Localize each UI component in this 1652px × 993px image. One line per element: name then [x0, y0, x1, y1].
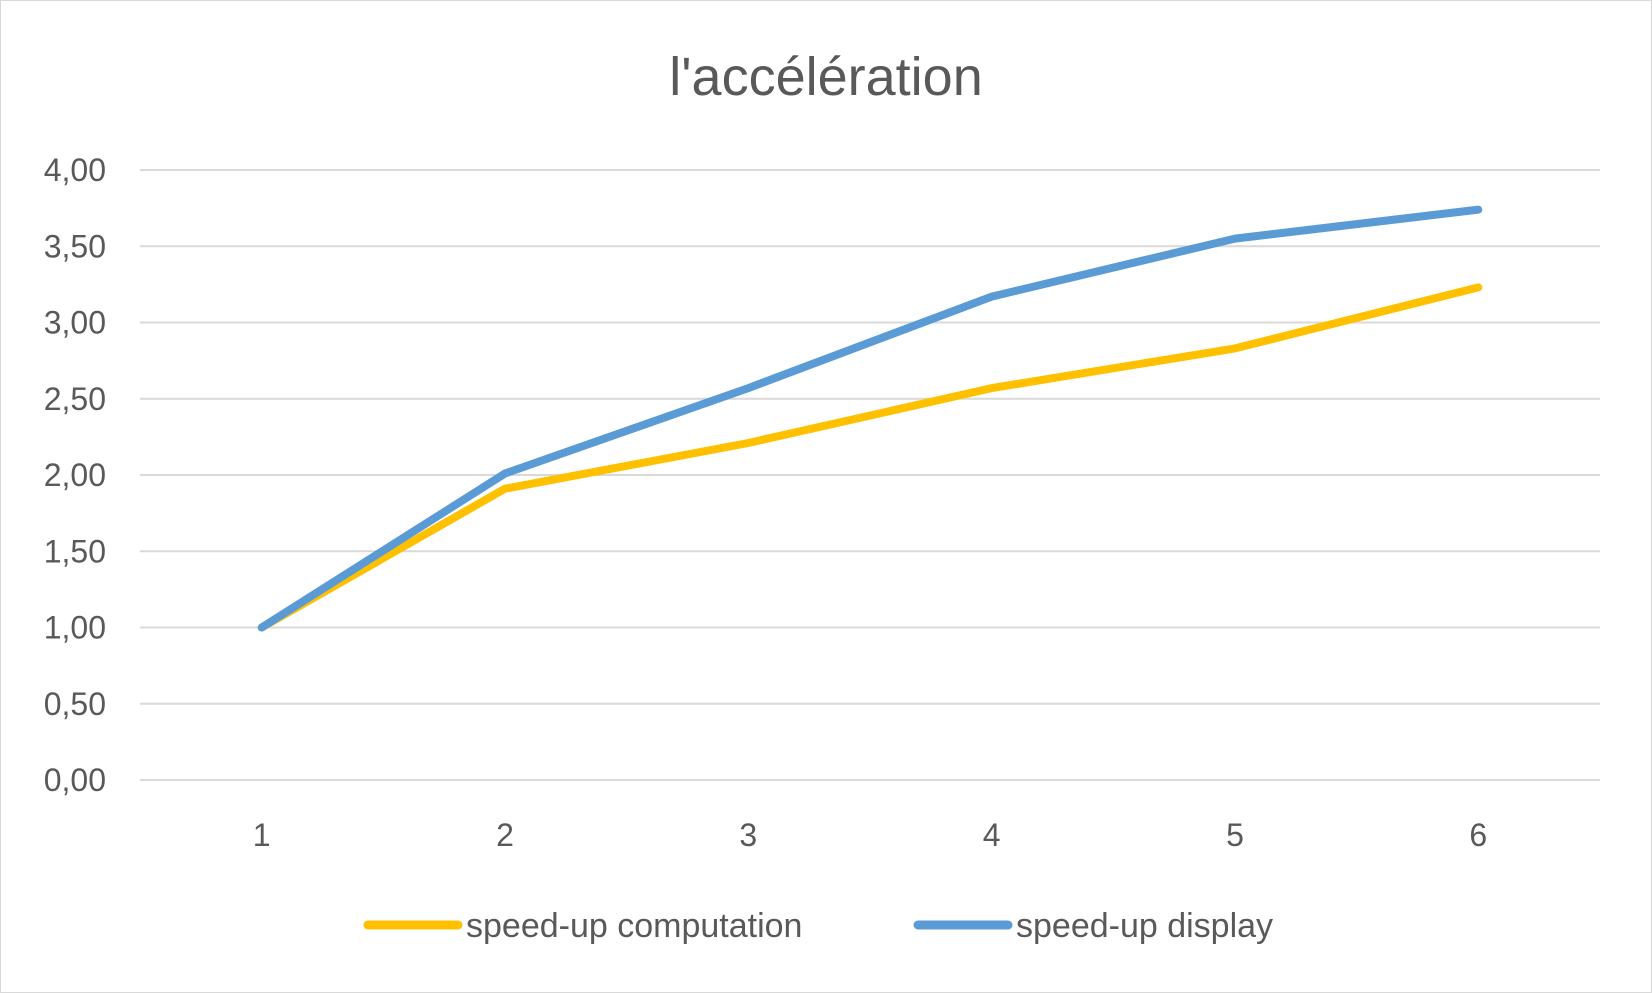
y-tick-label: 0,00 — [44, 762, 106, 798]
x-tick-label: 3 — [739, 817, 757, 853]
x-tick-label: 5 — [1226, 817, 1244, 853]
series-line-1 — [257, 283, 1483, 632]
y-tick-label: 3,50 — [44, 228, 106, 264]
x-axis-tick-labels: 1 2 3 4 5 6 — [253, 817, 1487, 853]
x-tick-label: 2 — [496, 817, 514, 853]
y-tick-label: 2,50 — [44, 381, 106, 417]
y-tick-label: 2,00 — [44, 457, 106, 493]
x-tick-label: 4 — [983, 817, 1001, 853]
legend: speed-up computation speed-up display — [363, 907, 1273, 945]
y-tick-label: 0,50 — [44, 686, 106, 722]
gridlines — [140, 169, 1600, 781]
x-tick-label: 1 — [253, 817, 271, 853]
y-tick-label: 1,00 — [44, 610, 106, 646]
series-lines — [257, 205, 1483, 632]
x-tick-label: 6 — [1469, 817, 1487, 853]
y-tick-label: 1,50 — [44, 533, 106, 569]
y-axis-tick-labels: 0,00 0,50 1,00 1,50 2,00 2,50 3,00 3,50 4,00 — [44, 152, 106, 798]
y-tick-label: 4,00 — [44, 152, 106, 188]
y-tick-label: 3,00 — [44, 305, 106, 341]
legend-label: speed-up computation — [466, 907, 802, 945]
chart-title: l'accélération — [669, 47, 982, 107]
series-line-2 — [257, 205, 1483, 632]
legend-label: speed-up display — [1016, 907, 1273, 945]
